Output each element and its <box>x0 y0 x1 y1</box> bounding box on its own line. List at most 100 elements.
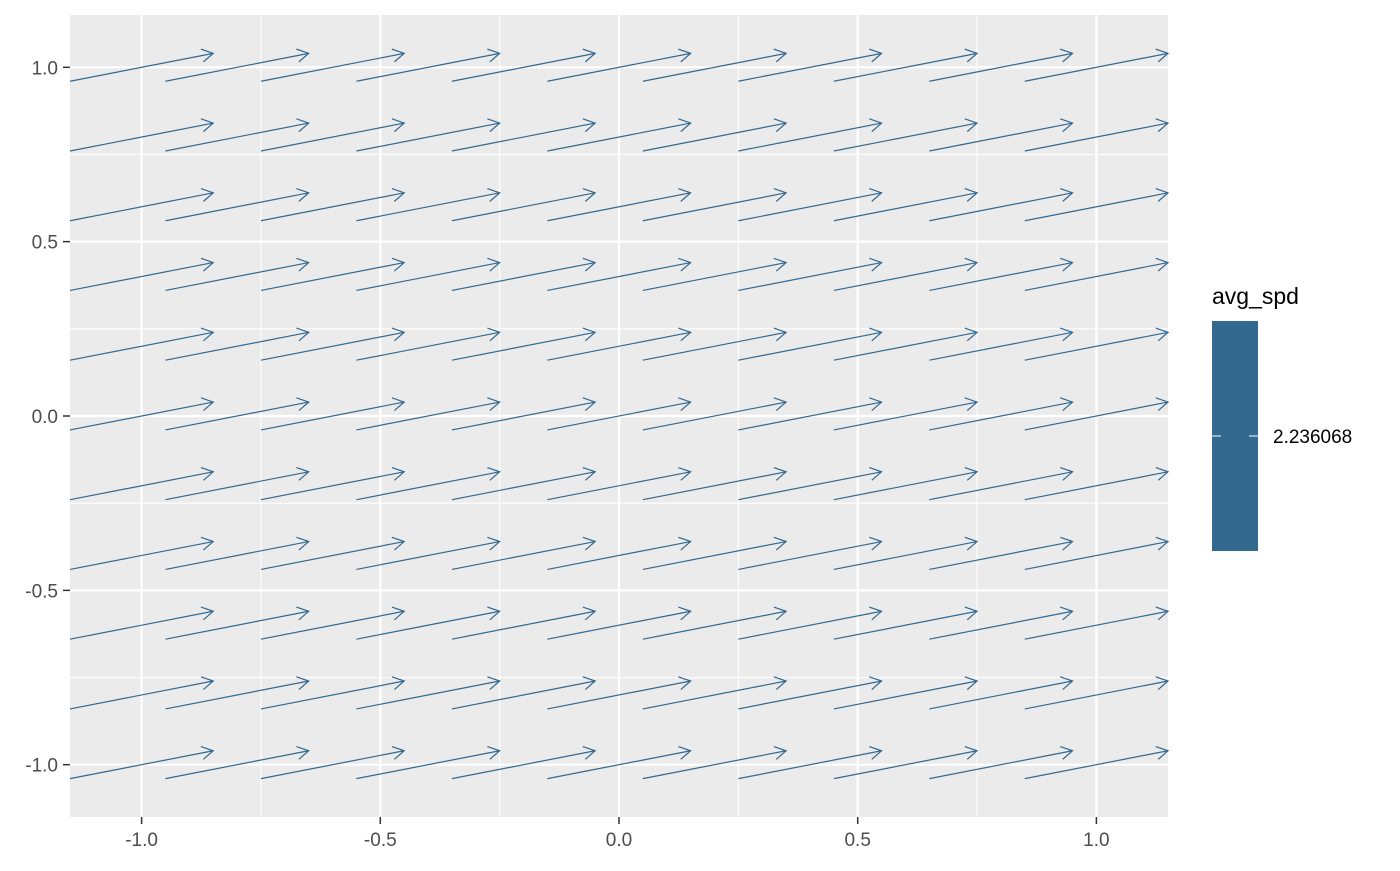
arrow-head <box>200 327 215 342</box>
arrow-head <box>964 745 979 760</box>
arrow-head <box>582 188 597 202</box>
arrow-shaft <box>69 680 214 710</box>
vector-arrow <box>833 118 979 152</box>
arrow-shaft <box>451 750 596 780</box>
arrow-head <box>200 257 215 272</box>
arrow-head <box>869 745 883 760</box>
arrow-shaft <box>547 401 691 431</box>
vector-arrow <box>738 676 883 710</box>
arrow-head <box>391 676 406 690</box>
arrow-head <box>773 48 788 63</box>
arrow-shaft <box>69 122 214 152</box>
arrow-shaft <box>69 192 214 222</box>
arrow-shaft <box>833 52 978 82</box>
arrow-head <box>773 466 788 481</box>
vector-arrow <box>1024 745 1170 780</box>
arrow-head <box>391 327 406 342</box>
arrow-head <box>582 397 597 412</box>
arrow-head <box>200 397 215 412</box>
vector-arrow <box>929 257 1074 292</box>
arrow-head <box>678 188 692 202</box>
vector-arrow <box>929 676 1074 710</box>
arrow-shaft <box>356 680 500 710</box>
arrow-head <box>582 676 597 690</box>
vector-arrow <box>356 257 501 292</box>
vector-arrow <box>738 327 883 361</box>
arrow-head <box>773 745 788 760</box>
arrow-head <box>391 188 406 202</box>
arrow-shaft <box>451 540 596 571</box>
arrow-shaft <box>69 331 214 361</box>
y-axis: -1.0 -0.5 0.0 0.5 1.0 <box>25 58 70 777</box>
vector-arrow <box>356 466 501 501</box>
arrow-head <box>391 118 406 133</box>
vector-arrow <box>642 397 788 431</box>
vector-arrow <box>738 48 883 82</box>
vector-arrow <box>260 606 406 640</box>
arrow-shaft <box>356 610 500 640</box>
arrow-shaft <box>642 261 787 292</box>
vector-arrow <box>738 257 883 292</box>
vector-arrow <box>929 606 1074 640</box>
arrow-head <box>582 257 597 272</box>
arrow-head <box>487 188 501 202</box>
vector-arrow <box>738 536 883 571</box>
arrow-shaft <box>260 540 405 571</box>
vector-arrow <box>547 745 692 780</box>
arrow-head <box>487 536 501 551</box>
vector-arrow <box>356 745 501 780</box>
arrow-head <box>487 397 501 412</box>
arrow-head <box>773 606 788 621</box>
vector-arrow <box>451 118 597 152</box>
arrow-head <box>678 327 692 342</box>
vector-arrow <box>642 188 788 222</box>
arrow-head <box>391 466 406 481</box>
arrow-shaft <box>1024 401 1169 431</box>
arrow-shaft <box>738 750 882 780</box>
vector-arrow <box>738 397 883 431</box>
arrow-head <box>964 48 979 63</box>
vector-arrow <box>69 327 215 361</box>
vector-arrow <box>642 606 788 640</box>
arrow-shaft <box>451 331 596 361</box>
vector-arrow <box>451 466 597 501</box>
vector-arrow <box>738 466 883 501</box>
arrow-head <box>964 188 979 202</box>
arrow-head <box>200 606 215 621</box>
arrow-head <box>1060 257 1074 272</box>
vector-arrow <box>642 48 788 82</box>
arrow-head <box>391 745 406 760</box>
vector-arrow <box>929 188 1074 222</box>
y-tick-label: -0.5 <box>25 581 58 602</box>
vector-arrow <box>1024 606 1170 640</box>
arrow-shaft <box>929 331 1073 361</box>
vector-arrow <box>642 536 788 571</box>
arrow-head <box>296 397 310 412</box>
arrow-shaft <box>260 610 405 640</box>
arrow-shaft <box>165 610 309 640</box>
vector-arrow <box>547 397 692 431</box>
arrow-shaft <box>1024 122 1169 152</box>
vector-arrow <box>929 745 1074 780</box>
vector-arrow <box>356 188 501 222</box>
vector-arrow <box>451 188 597 222</box>
arrow-head <box>964 536 979 551</box>
vector-arrow <box>547 118 692 152</box>
arrow-head <box>1155 536 1170 551</box>
arrow-shaft <box>738 331 882 361</box>
arrow-head <box>582 327 597 342</box>
arrow-shaft <box>356 261 500 292</box>
vector-arrow <box>929 397 1074 431</box>
vector-arrow <box>547 676 692 710</box>
arrow-shaft <box>547 750 691 780</box>
arrow-head <box>1155 48 1170 63</box>
arrow-shaft <box>1024 471 1169 501</box>
vector-arrow <box>165 536 310 571</box>
vector-arrow <box>165 397 310 431</box>
vector-arrow <box>1024 118 1170 152</box>
arrow-head <box>773 676 788 690</box>
vector-arrow <box>929 466 1074 501</box>
arrow-head <box>200 188 215 202</box>
vector-arrow <box>833 188 979 222</box>
arrow-shaft <box>738 610 882 640</box>
